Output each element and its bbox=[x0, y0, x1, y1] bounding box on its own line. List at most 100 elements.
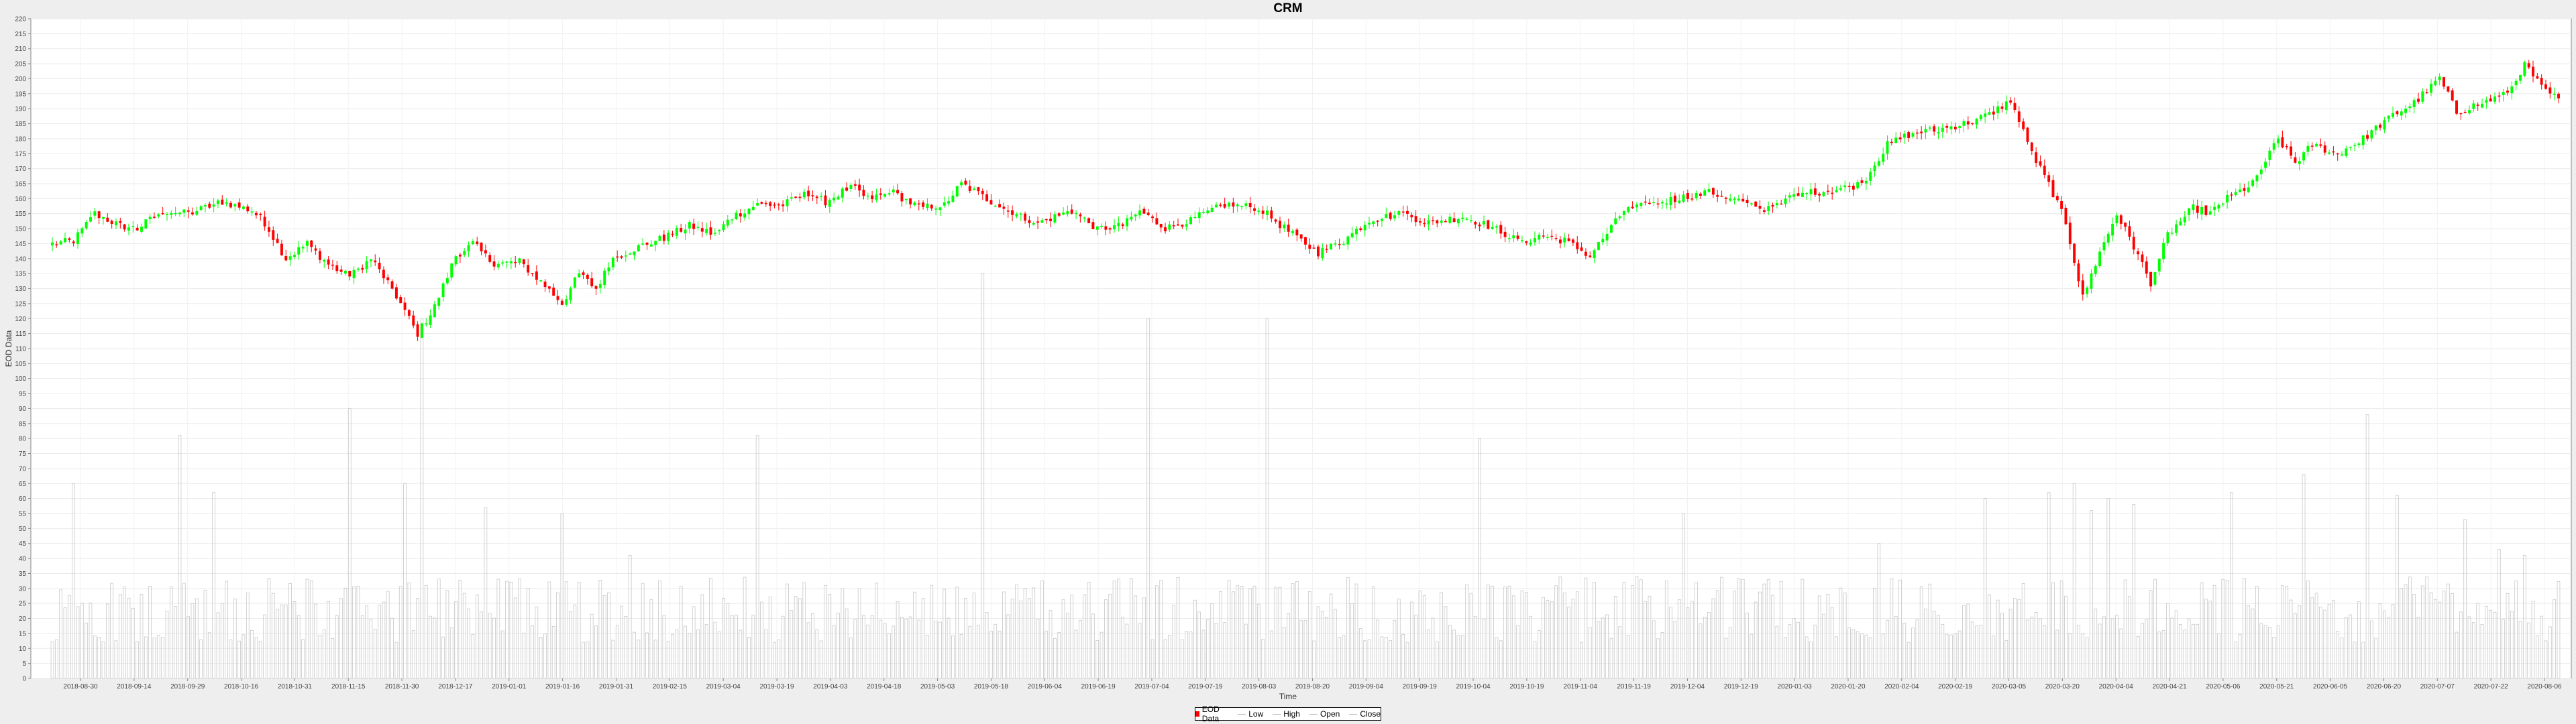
candle-body bbox=[2430, 83, 2432, 93]
candle-body bbox=[1202, 211, 1205, 213]
candle-body bbox=[1593, 250, 1596, 259]
volume-bar bbox=[2408, 577, 2412, 679]
volume-bar bbox=[1333, 609, 1337, 679]
candle-body bbox=[849, 184, 853, 189]
volume-bar bbox=[1491, 586, 1494, 679]
volume-bar bbox=[1023, 588, 1027, 679]
candle-body bbox=[518, 258, 521, 263]
candle-body bbox=[509, 261, 513, 263]
volume-bar bbox=[1380, 636, 1384, 679]
candle-body bbox=[514, 261, 517, 263]
volume-bar bbox=[947, 617, 951, 679]
candle-body bbox=[853, 184, 857, 186]
volume-bar bbox=[781, 615, 785, 679]
candle-body bbox=[2243, 188, 2246, 191]
candle-body bbox=[620, 256, 623, 258]
volume-bar bbox=[1460, 635, 1464, 679]
candle-body bbox=[254, 213, 258, 216]
candle-body bbox=[480, 242, 483, 251]
volume-bar bbox=[2123, 579, 2127, 679]
candle-body bbox=[1117, 223, 1120, 227]
candle-body bbox=[815, 196, 818, 198]
volume-bar bbox=[1669, 607, 1672, 679]
candle-body bbox=[1678, 200, 1681, 203]
volume-bar bbox=[2272, 637, 2276, 679]
candle-body bbox=[1232, 202, 1235, 207]
candle-body bbox=[1979, 115, 1982, 119]
candle-body bbox=[2310, 145, 2314, 147]
volume-bar bbox=[322, 629, 326, 679]
volume-bar bbox=[837, 613, 840, 679]
volume-bar bbox=[1036, 619, 1040, 679]
candle-body bbox=[2463, 111, 2467, 113]
volume-bar bbox=[2183, 629, 2187, 679]
candle-body bbox=[1843, 185, 1847, 188]
volume-bar bbox=[760, 601, 763, 679]
candle-body bbox=[208, 203, 211, 208]
candle-body bbox=[2332, 151, 2335, 153]
volume-bar bbox=[2132, 504, 2136, 679]
volume-bar bbox=[1580, 642, 1583, 679]
volume-bar bbox=[1274, 587, 1278, 679]
volume-bar bbox=[165, 611, 169, 679]
candle-body bbox=[1597, 242, 1600, 250]
volume-bar bbox=[841, 588, 845, 679]
candle-body bbox=[2000, 106, 2004, 109]
volume-bar bbox=[2391, 604, 2395, 679]
y-tick-label: 210 bbox=[15, 46, 26, 53]
volume-bar bbox=[80, 603, 84, 679]
volume-bar bbox=[233, 598, 237, 679]
candle-body bbox=[611, 257, 614, 267]
candle-body bbox=[1673, 195, 1676, 202]
volume-bar bbox=[2514, 581, 2518, 679]
candle-body bbox=[1474, 222, 1477, 225]
volume-bar bbox=[1363, 640, 1367, 679]
volume-bar bbox=[1902, 622, 1907, 679]
candle-body bbox=[1491, 227, 1494, 229]
volume-bar bbox=[2174, 610, 2178, 679]
candle-body bbox=[1015, 214, 1018, 217]
volume-bar bbox=[1966, 603, 1970, 679]
candle-body bbox=[148, 217, 152, 219]
candle-body bbox=[458, 254, 462, 257]
volume-bar bbox=[2238, 634, 2242, 679]
volume-bar bbox=[1099, 631, 1104, 679]
volume-bar bbox=[1418, 590, 1422, 679]
candle-body bbox=[136, 227, 139, 231]
candle-body bbox=[1703, 190, 1707, 196]
candle-body bbox=[675, 227, 678, 236]
volume-bar bbox=[1690, 601, 1694, 679]
volume-bar bbox=[352, 586, 356, 679]
candle-body bbox=[2124, 223, 2127, 227]
candle-body bbox=[1669, 196, 1672, 206]
candle-body bbox=[1248, 203, 1252, 208]
x-tick-label: 2019-04-18 bbox=[867, 683, 902, 690]
volume-bar bbox=[573, 604, 577, 679]
volume-bar bbox=[1236, 585, 1240, 679]
y-tick-label: 150 bbox=[15, 226, 26, 233]
candle-body bbox=[1937, 132, 1940, 133]
volume-bar bbox=[2119, 628, 2123, 679]
volume-bar bbox=[449, 627, 453, 679]
candle-body bbox=[1801, 192, 1804, 197]
candle-body bbox=[1656, 203, 1660, 205]
volume-bar bbox=[2141, 623, 2144, 679]
volume-bar bbox=[832, 625, 836, 679]
candle-body bbox=[1053, 214, 1057, 223]
candle-body bbox=[2408, 106, 2412, 109]
volume-bar bbox=[347, 408, 352, 679]
volume-bar bbox=[2434, 599, 2437, 679]
x-tick-label: 2020-04-21 bbox=[2152, 683, 2187, 690]
candle-body bbox=[658, 235, 661, 241]
volume-bar bbox=[458, 580, 462, 679]
volume-bar bbox=[148, 586, 152, 679]
volume-bar bbox=[883, 623, 887, 679]
volume-bar bbox=[1762, 583, 1766, 679]
candle-body bbox=[1346, 236, 1350, 245]
candle-body bbox=[845, 187, 849, 191]
volume-bar bbox=[773, 642, 776, 679]
candle-body bbox=[1516, 235, 1519, 239]
candle-body bbox=[1550, 235, 1554, 237]
candle-body bbox=[1274, 219, 1277, 222]
